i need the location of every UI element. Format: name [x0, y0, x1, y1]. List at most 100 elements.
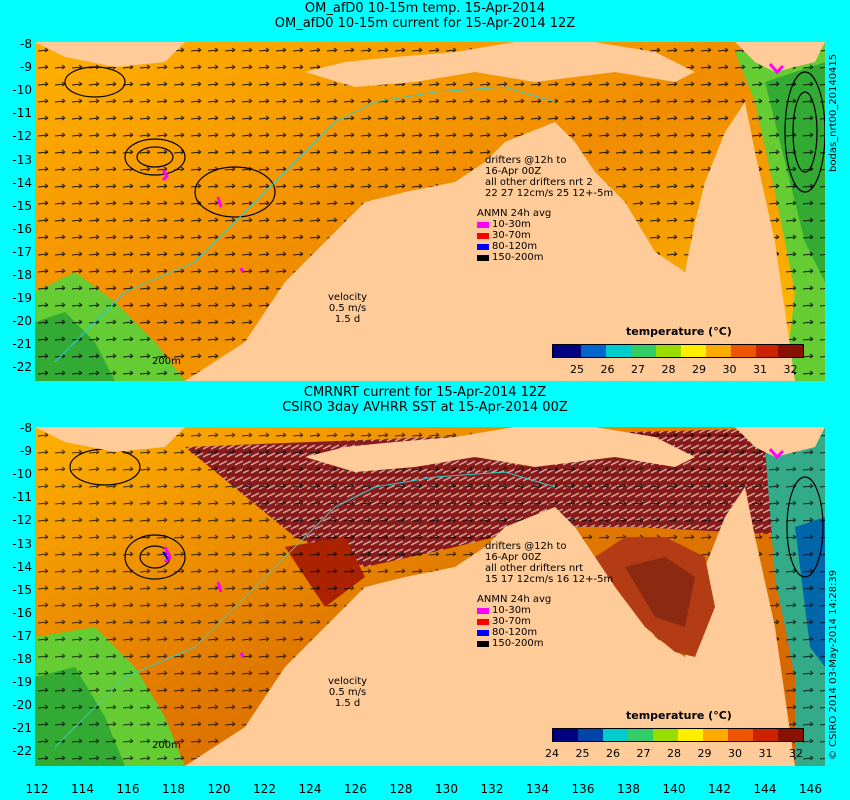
lon-label: 146: [799, 782, 822, 796]
bottom-colorbar-tick: 27: [636, 747, 651, 760]
top-anmn-item: 30-70m: [477, 230, 551, 241]
bottom-lat-label: -11: [12, 490, 32, 505]
top-lat-label: -11: [12, 106, 32, 121]
lon-label: 120: [207, 782, 231, 796]
top-colorbar-tick: 30: [722, 363, 737, 376]
top-isobath-label: 200m: [152, 356, 181, 367]
lon-label: 130: [435, 782, 458, 796]
top-title-line2: OM_afD0 10-15m current for 15-Apr-2014 1…: [274, 16, 576, 31]
bottom-lat-label: -18: [12, 652, 32, 666]
bottom-isobath-label: 200m: [152, 740, 181, 751]
top-colorbar: [552, 344, 804, 358]
lon-label: 140: [662, 782, 686, 796]
top-land-islands: [305, 42, 695, 87]
top-anmn-item: 80-120m: [477, 241, 551, 252]
top-map-panel: [35, 42, 825, 381]
lon-label: 114: [71, 782, 94, 796]
bottom-lat-label: -14: [12, 559, 32, 574]
top-colorbar-tick: 32: [783, 363, 798, 376]
bottom-anmn-item: 150-200m: [477, 638, 551, 649]
bottom-drifters-line3: all other drifters nrt: [485, 563, 584, 574]
bottom-title-line1: CMRNRT current for 15-Apr-2014 12Z: [303, 385, 547, 400]
bottom-lat-label: -13: [12, 536, 32, 551]
top-colorbar-tick: 27: [631, 363, 645, 376]
bottom-colorbar-tick: 26: [606, 747, 620, 760]
bottom-colorbar-tick: 32: [789, 747, 803, 760]
top-lat-label: -22: [12, 360, 32, 375]
lon-label: 136: [571, 782, 595, 796]
bottom-colorbar-tick: 30: [728, 747, 742, 760]
top-land-australia: [185, 102, 795, 381]
top-lat-label: -16: [12, 221, 32, 236]
top-lat-label: -15: [12, 198, 32, 213]
bottom-land-australia: [185, 487, 795, 766]
bottom-lat-label: -12: [12, 513, 32, 528]
bottom-map-panel: [35, 427, 825, 766]
top-drifters-note: drifters @12h to 16-Apr 00Z all other dr…: [485, 155, 613, 199]
lon-label: 124: [298, 782, 322, 796]
bottom-colorbar-tick: 31: [758, 747, 773, 760]
top-lat-label: -9: [20, 60, 32, 75]
top-lat-label: -13: [12, 152, 32, 167]
bottom-anmn-item: 10-30m: [477, 605, 551, 616]
bottom-drifters-note: drifters @12h to 16-Apr 00Z all other dr…: [485, 541, 613, 585]
lon-label: 134: [526, 782, 549, 796]
top-side-label: bodas_nrt00_20140415: [828, 53, 839, 172]
lon-label: 118: [162, 782, 185, 796]
bottom-lat-label: -19: [12, 675, 32, 690]
top-lat-label: -10: [12, 83, 32, 98]
bottom-drifters-line1: drifters @12h to: [485, 541, 567, 552]
top-drifters-line3: all other drifters nrt 2: [485, 177, 593, 188]
top-lat-label: -19: [12, 291, 32, 306]
top-anmn-legend: ANMN 24h avg 10-30m 30-70m 80-120m 150-2…: [477, 208, 551, 263]
bottom-land-islands: [305, 427, 695, 472]
top-lat-label: -21: [12, 337, 32, 352]
bottom-anmn-item: 30-70m: [477, 616, 551, 627]
bottom-side-label: © CSIRO 2014 03-May-2014 14:28:39: [828, 569, 839, 760]
top-colorbar-title: temperature (°C): [626, 325, 732, 338]
top-colorbar-tick: 25: [570, 363, 584, 376]
top-drifters-line2: 16-Apr 00Z: [485, 166, 542, 177]
top-anmn-item: 10-30m: [477, 219, 551, 230]
lon-label: 142: [708, 782, 731, 796]
bottom-drifters-line2: 16-Apr 00Z: [485, 552, 542, 563]
bottom-lat-label: -21: [12, 721, 32, 736]
top-map-svg: [35, 42, 825, 381]
bottom-colorbar-tick: 28: [667, 747, 681, 760]
top-anmn-title: ANMN 24h avg: [477, 208, 552, 219]
lon-label: 116: [116, 782, 140, 796]
bottom-lat-label: -10: [12, 467, 32, 482]
bottom-drifters-line4: 15 17 12cm/s 16 12+-5m: [485, 574, 614, 585]
top-lat-label: -12: [12, 129, 32, 144]
bottom-colorbar-tick: 29: [697, 747, 712, 760]
bottom-map-svg: [35, 427, 825, 766]
bottom-lat-label: -15: [12, 582, 32, 597]
top-title-line1: OM_afD0 10-15m temp. 15-Apr-2014: [304, 1, 546, 16]
bottom-lat-label: -20: [12, 698, 32, 713]
top-lat-label: -20: [12, 314, 32, 329]
bottom-colorbar-tick: 25: [575, 747, 590, 760]
top-colorbar-tick: 26: [600, 363, 615, 376]
top-colorbar-tick: 31: [753, 363, 767, 376]
bottom-isobath: [54, 471, 556, 748]
lon-label: 112: [25, 782, 49, 796]
lon-label: 138: [617, 782, 640, 796]
bottom-velocity-key: velocity 0.5 m/s 1.5 d: [328, 676, 368, 709]
top-velocity-key: velocity 0.5 m/s 1.5 d: [328, 292, 368, 325]
lon-label: 132: [480, 782, 504, 796]
top-isobath: [54, 86, 556, 363]
top-anmn-item: 150-200m: [477, 252, 551, 263]
top-lat-label: -14: [12, 175, 32, 190]
top-lat-label: -18: [12, 268, 32, 282]
bottom-anmn-legend: ANMN 24h avg 10-30m 30-70m 80-120m 150-2…: [477, 594, 551, 649]
top-drifters-line4: 22 27 12cm/s 25 12+-5m: [485, 188, 614, 199]
bottom-lat-label: -17: [12, 628, 32, 643]
bottom-lat-label: -8: [20, 421, 32, 435]
top-colorbar-tick: 29: [692, 363, 706, 376]
lon-label: 126: [344, 782, 367, 796]
bottom-colorbar-title: temperature (°C): [626, 709, 732, 722]
bottom-lat-label: -9: [20, 444, 32, 459]
top-eddies: [64, 66, 825, 218]
lon-label: 122: [253, 782, 276, 796]
bottom-anmn-item: 80-120m: [477, 627, 551, 638]
